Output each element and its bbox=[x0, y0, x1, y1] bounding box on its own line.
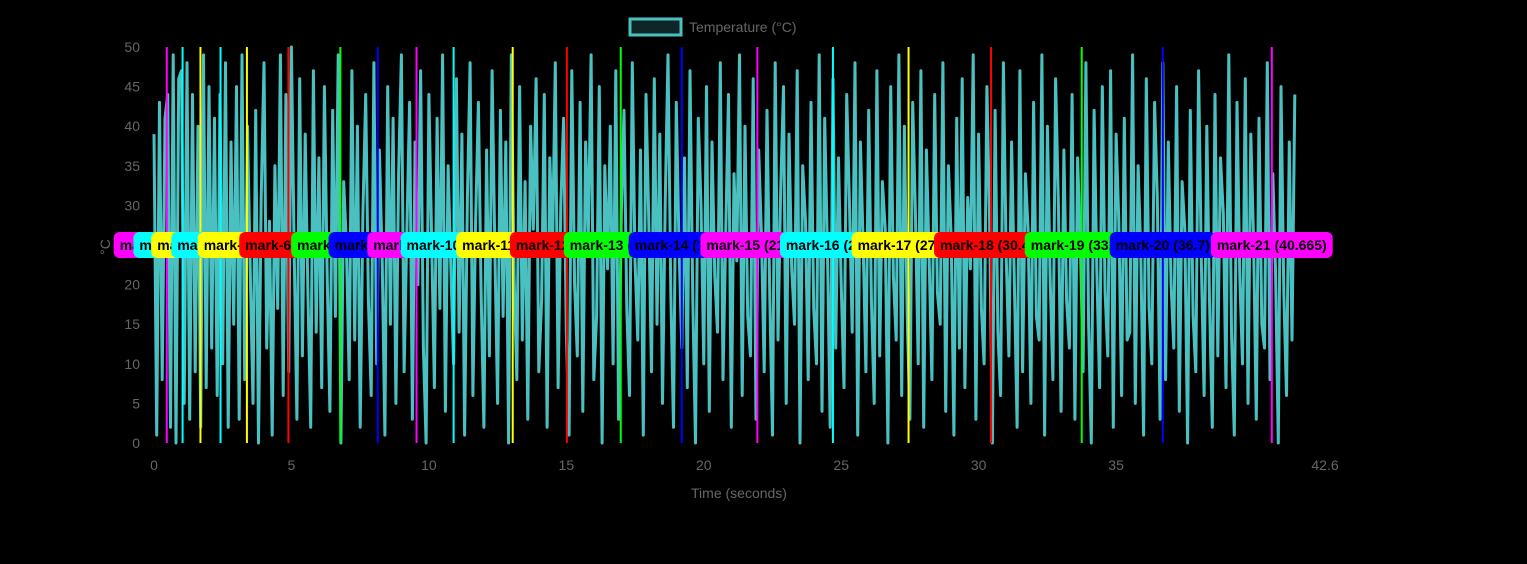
y-tick-label: 45 bbox=[124, 79, 140, 95]
y-axis-title: °C bbox=[97, 239, 113, 255]
x-tick-label: 20 bbox=[696, 457, 712, 473]
y-tick-label: 40 bbox=[124, 118, 140, 134]
x-tick-label: 0 bbox=[150, 457, 158, 473]
marker-label-20: mark-20 (36.7) bbox=[1109, 232, 1216, 258]
x-tick-label: 10 bbox=[421, 457, 437, 473]
marker-label-box bbox=[1210, 232, 1333, 258]
marker-label-text: mark-18 (30.45) bbox=[940, 237, 1042, 253]
x-tick-label: 30 bbox=[971, 457, 987, 473]
x-tick-label: 35 bbox=[1108, 457, 1124, 473]
series-line-temperature[interactable] bbox=[152, 45, 1297, 445]
y-axis-ticks: 05101520253035404550 bbox=[124, 39, 140, 451]
y-tick-label: 20 bbox=[124, 277, 140, 293]
y-tick-label: 30 bbox=[124, 197, 140, 213]
x-axis-title: Time (seconds) bbox=[691, 485, 787, 501]
marker-label-box bbox=[1109, 232, 1216, 258]
marker-label-box bbox=[934, 232, 1048, 258]
y-tick-label: 15 bbox=[124, 316, 140, 332]
y-tick-label: 0 bbox=[132, 435, 140, 451]
legend-label[interactable]: Temperature (°C) bbox=[689, 19, 797, 35]
marker-label-18: mark-18 (30.45) bbox=[934, 232, 1048, 258]
y-tick-label: 5 bbox=[132, 395, 140, 411]
y-tick-label: 35 bbox=[124, 158, 140, 174]
marker-label-layer: mark-1 (0.465)mark-2 (1.04)mark-3 (1.69)… bbox=[113, 232, 1333, 258]
marker-label-21: mark-21 (40.665) bbox=[1210, 232, 1333, 258]
legend[interactable]: Temperature (°C) bbox=[628, 17, 797, 37]
marker-label-text: mark-20 (36.7) bbox=[1116, 237, 1210, 253]
x-tick-label: 15 bbox=[559, 457, 575, 473]
legend-swatch[interactable] bbox=[628, 17, 683, 37]
marker-label-text: mark-19 (33.75) bbox=[1031, 237, 1133, 253]
marker-label-text: mark-21 (40.665) bbox=[1217, 237, 1327, 253]
y-tick-label: 50 bbox=[124, 39, 140, 55]
x-tick-label: 42.6 bbox=[1311, 457, 1338, 473]
series-layer bbox=[152, 45, 1297, 445]
x-axis-ticks: 0 5 10 15 20 25 30 35 42.6 bbox=[150, 457, 1339, 473]
y-tick-label: 10 bbox=[124, 356, 140, 372]
x-tick-label: 25 bbox=[833, 457, 849, 473]
x-tick-label: 5 bbox=[288, 457, 296, 473]
